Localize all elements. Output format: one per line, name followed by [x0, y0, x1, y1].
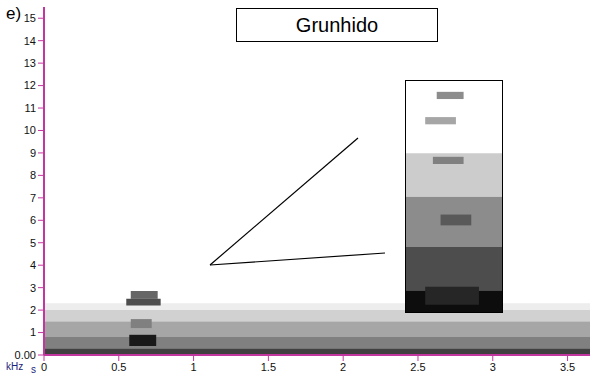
- svg-text:2: 2: [340, 361, 346, 373]
- svg-text:0.5: 0.5: [111, 361, 126, 373]
- html-text:s: s: [31, 364, 36, 375]
- svg-text:10: 10: [24, 124, 36, 136]
- svg-text:13: 13: [24, 57, 36, 69]
- svg-text:9: 9: [30, 147, 36, 159]
- svg-text:4: 4: [30, 259, 36, 271]
- svg-text:11: 11: [25, 102, 36, 114]
- svg-text:6: 6: [30, 214, 36, 226]
- svg-text:3: 3: [490, 361, 496, 373]
- svg-text:0: 0: [41, 361, 47, 373]
- svg-text:2.5: 2.5: [410, 361, 425, 373]
- svg-text:12: 12: [24, 79, 36, 91]
- svg-text:2: 2: [30, 304, 36, 316]
- svg-text:0.00: 0.00: [15, 349, 36, 361]
- svg-text:15: 15: [24, 12, 36, 24]
- svg-text:3: 3: [30, 282, 36, 294]
- svg-text:3.5: 3.5: [560, 361, 575, 373]
- svg-text:1.5: 1.5: [261, 361, 276, 373]
- svg-text:5: 5: [30, 237, 36, 249]
- svg-text:7: 7: [30, 192, 36, 204]
- html-text:e): e): [6, 4, 22, 23]
- svg-text:1: 1: [30, 326, 36, 338]
- svg-text:14: 14: [24, 35, 36, 47]
- svg-text:8: 8: [30, 169, 36, 181]
- svg-text:1: 1: [191, 361, 197, 373]
- html-text:Grunhido: Grunhido: [295, 13, 379, 36]
- html-text:kHz: kHz: [6, 361, 24, 372]
